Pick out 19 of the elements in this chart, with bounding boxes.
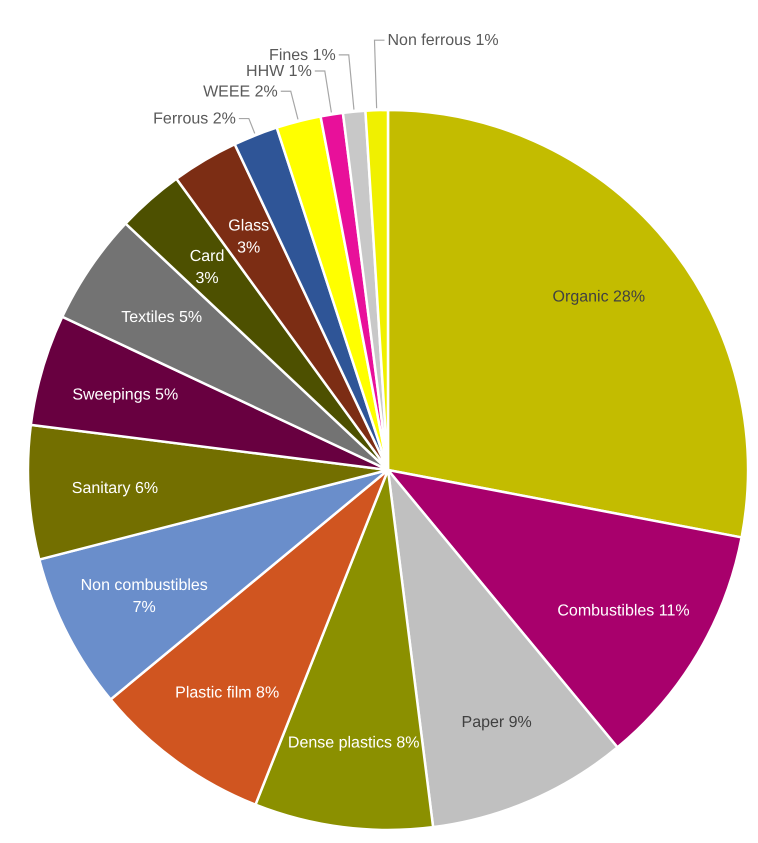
slice-label: Glass <box>228 218 270 234</box>
slice-label: Dense plastics 8% <box>288 734 420 752</box>
slice-label: Plastic film 8% <box>175 684 280 702</box>
slice-label: WEEE 2% <box>203 83 278 100</box>
slice-label: Textiles 5% <box>121 309 202 326</box>
data-label: 3% <box>196 270 219 287</box>
slice-label: Fines 1% <box>269 46 336 64</box>
slice-label: Non combustibles <box>80 577 208 594</box>
slice-label: Organic 28% <box>552 288 646 306</box>
slice-label: Paper 9% <box>462 714 532 732</box>
slice-label: Sweepings 5% <box>72 386 178 404</box>
slice-label: Card <box>190 248 224 265</box>
slice-label: Non ferrous 1% <box>387 32 499 50</box>
slice-label: Ferrous 2% <box>153 110 236 128</box>
slice-label: Combustibles 11% <box>557 602 690 620</box>
slice-label: Sanitary 6% <box>72 480 158 498</box>
data-label: 7% <box>132 599 156 616</box>
slice-label: HHW 1% <box>246 62 312 80</box>
data-label: 3% <box>237 240 260 256</box>
